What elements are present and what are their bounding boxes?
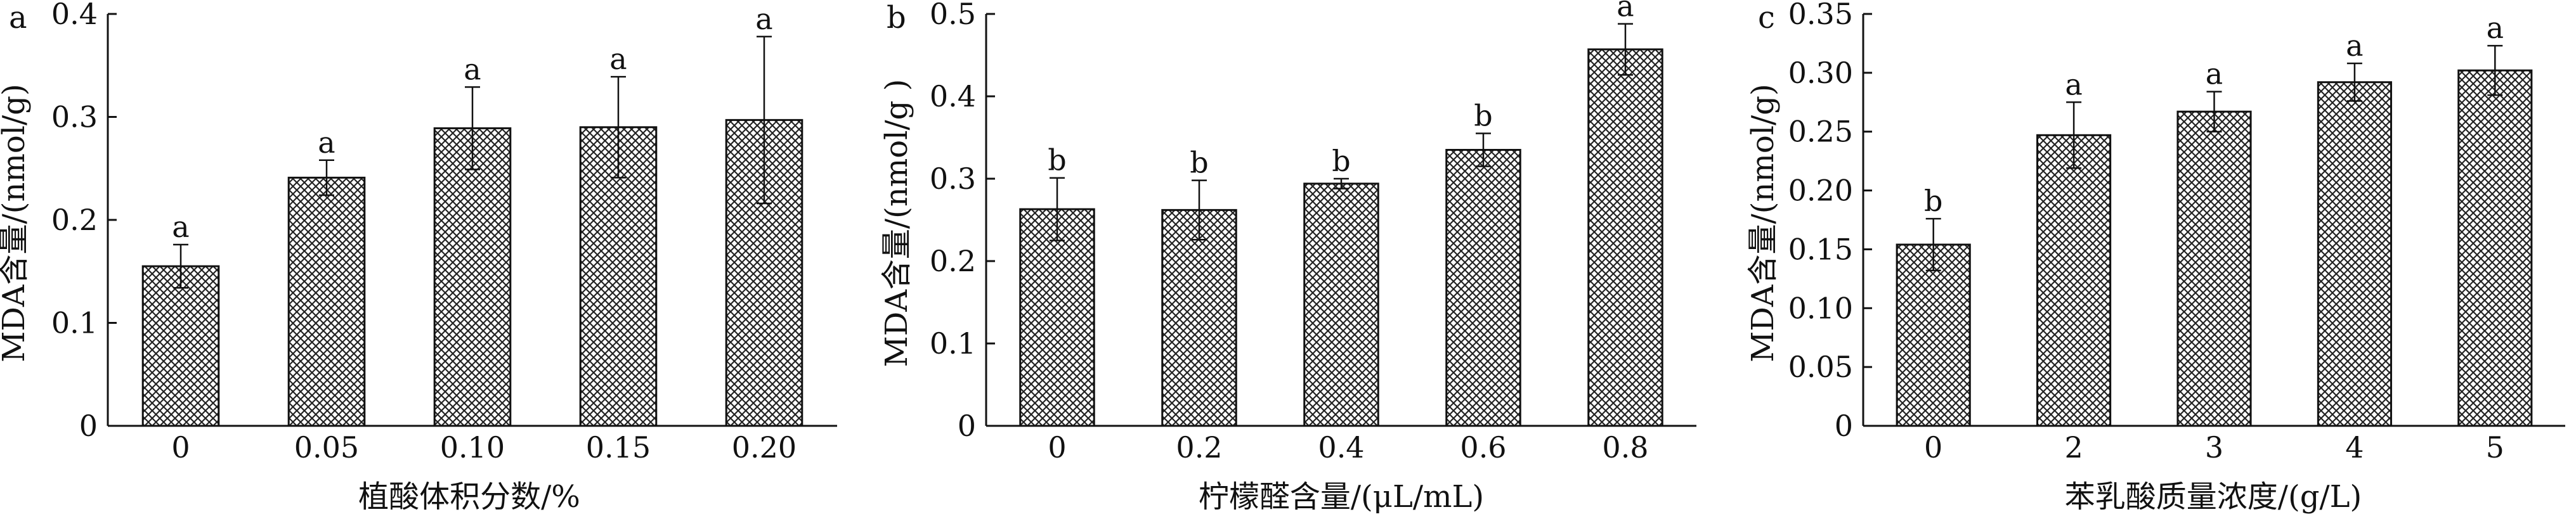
x-tick-label-c-2: 3 <box>2205 430 2223 465</box>
significance-label-b-3: b <box>1474 99 1492 133</box>
significance-label-a-0: a <box>172 210 189 244</box>
bar-a-3 <box>579 126 658 427</box>
x-tick-label-a-2: 0.10 <box>440 430 505 465</box>
x-tick-label-a-0: 0 <box>171 430 190 465</box>
y-tick-label-c: 0.20 <box>1788 174 1853 208</box>
y-tick-label-a: 0.1 <box>51 306 98 340</box>
significance-label-a-3: a <box>609 42 627 76</box>
x-tick-label-b-0: 0 <box>1048 430 1066 465</box>
x-tick-label-c-0: 0 <box>1924 430 1942 465</box>
significance-label-c-3: a <box>2346 29 2363 63</box>
y-tick-label-b: 0.4 <box>930 79 976 113</box>
panel-letter-b: b <box>887 0 906 35</box>
x-tick-label-b-4: 0.8 <box>1602 430 1648 465</box>
bar-c-4 <box>2457 69 2533 427</box>
chart-panel-c: c MDA含量/(nmol/g) 苯乳酸质量浓度/(g/L) 0 0.05 0.10… <box>1745 0 2565 515</box>
y-axis-label-c: MDA含量/(nmol/g) <box>1745 84 1781 362</box>
significance-label-c-1: a <box>2065 67 2082 101</box>
x-tick-label-b-2: 0.4 <box>1318 430 1364 465</box>
y-tick-label-c: 0.15 <box>1788 232 1853 266</box>
significance-label-a-4: a <box>755 2 772 36</box>
y-tick-label-c: 0.05 <box>1788 350 1853 384</box>
y-tick-label-b: 0.2 <box>930 244 976 278</box>
significance-label-b-1: b <box>1190 146 1208 180</box>
significance-label-a-2: a <box>464 52 481 86</box>
bar-c-0 <box>1896 243 1971 427</box>
x-tick-label-b-3: 0.6 <box>1460 430 1506 465</box>
y-tick-label-a: 0 <box>79 409 98 443</box>
y-tick-label-c: 0.30 <box>1788 56 1853 90</box>
x-tick-label-a-3: 0.15 <box>586 430 651 465</box>
x-axis-label-c: 苯乳酸质量浓度/(g/L) <box>2065 479 2362 515</box>
bar-a-2 <box>433 127 512 427</box>
significance-label-b-0: b <box>1048 143 1066 177</box>
chart-panel-b: b MDA含量/(nmol/g ) 柠檬醛含量/(μL/mL) 0 0.1 0.2 0… <box>879 0 1696 515</box>
y-tick-label-c: 0.35 <box>1788 0 1853 31</box>
significance-label-c-4: a <box>2487 11 2504 45</box>
y-tick-label-c: 0 <box>1835 409 1853 443</box>
panel-letter-a: a <box>9 0 27 35</box>
y-tick-label-a: 0.4 <box>51 0 98 31</box>
x-tick-label-c-3: 4 <box>2345 430 2364 465</box>
bar-c-2 <box>2176 110 2252 427</box>
y-tick-label-b: 0.3 <box>930 162 976 196</box>
bar-b-4 <box>1587 48 1663 427</box>
x-axis-label-a: 植酸体积分数/% <box>358 479 580 515</box>
x-axis-label-b: 柠檬醛含量/(μL/mL) <box>1199 479 1484 515</box>
y-axis-label-a: MDA含量/(nmol/g) <box>0 84 32 362</box>
significance-label-c-2: a <box>2206 57 2223 91</box>
bar-b-2 <box>1303 183 1379 427</box>
significance-label-b-2: b <box>1332 144 1350 178</box>
y-tick-label-c: 0.10 <box>1788 291 1853 325</box>
bar-b-0 <box>1019 208 1095 427</box>
bar-c-3 <box>2317 81 2392 427</box>
y-tick-label-b: 0.1 <box>930 326 976 361</box>
significance-label-c-0: b <box>1924 184 1942 218</box>
y-tick-label-c: 0.25 <box>1788 115 1853 149</box>
bar-b-1 <box>1161 208 1237 427</box>
x-tick-label-b-1: 0.2 <box>1176 430 1222 465</box>
x-tick-label-c-4: 5 <box>2486 430 2504 465</box>
bar-b-3 <box>1445 149 1521 427</box>
panel-letter-c: c <box>1758 0 1775 35</box>
y-tick-label-a: 0.2 <box>51 203 98 237</box>
bar-a-0 <box>141 265 220 427</box>
chart-panel-a: a MDA含量/(nmol/g) 植酸体积分数/% 0 0.1 0.2 0.3 0.4 a… <box>0 0 837 515</box>
y-tick-label-a: 0.3 <box>51 100 98 134</box>
x-tick-label-a-4: 0.20 <box>732 430 797 465</box>
bar-a-1 <box>287 176 366 427</box>
y-axis-label-b: MDA含量/(nmol/g ) <box>879 79 914 368</box>
y-tick-label-b: 0 <box>958 409 976 443</box>
significance-label-b-4: a <box>1617 0 1634 23</box>
bar-c-1 <box>2036 134 2112 427</box>
significance-label-a-1: a <box>318 125 335 160</box>
y-tick-label-b: 0.5 <box>930 0 976 31</box>
x-tick-label-a-1: 0.05 <box>294 430 359 465</box>
x-tick-label-c-1: 2 <box>2064 430 2083 465</box>
